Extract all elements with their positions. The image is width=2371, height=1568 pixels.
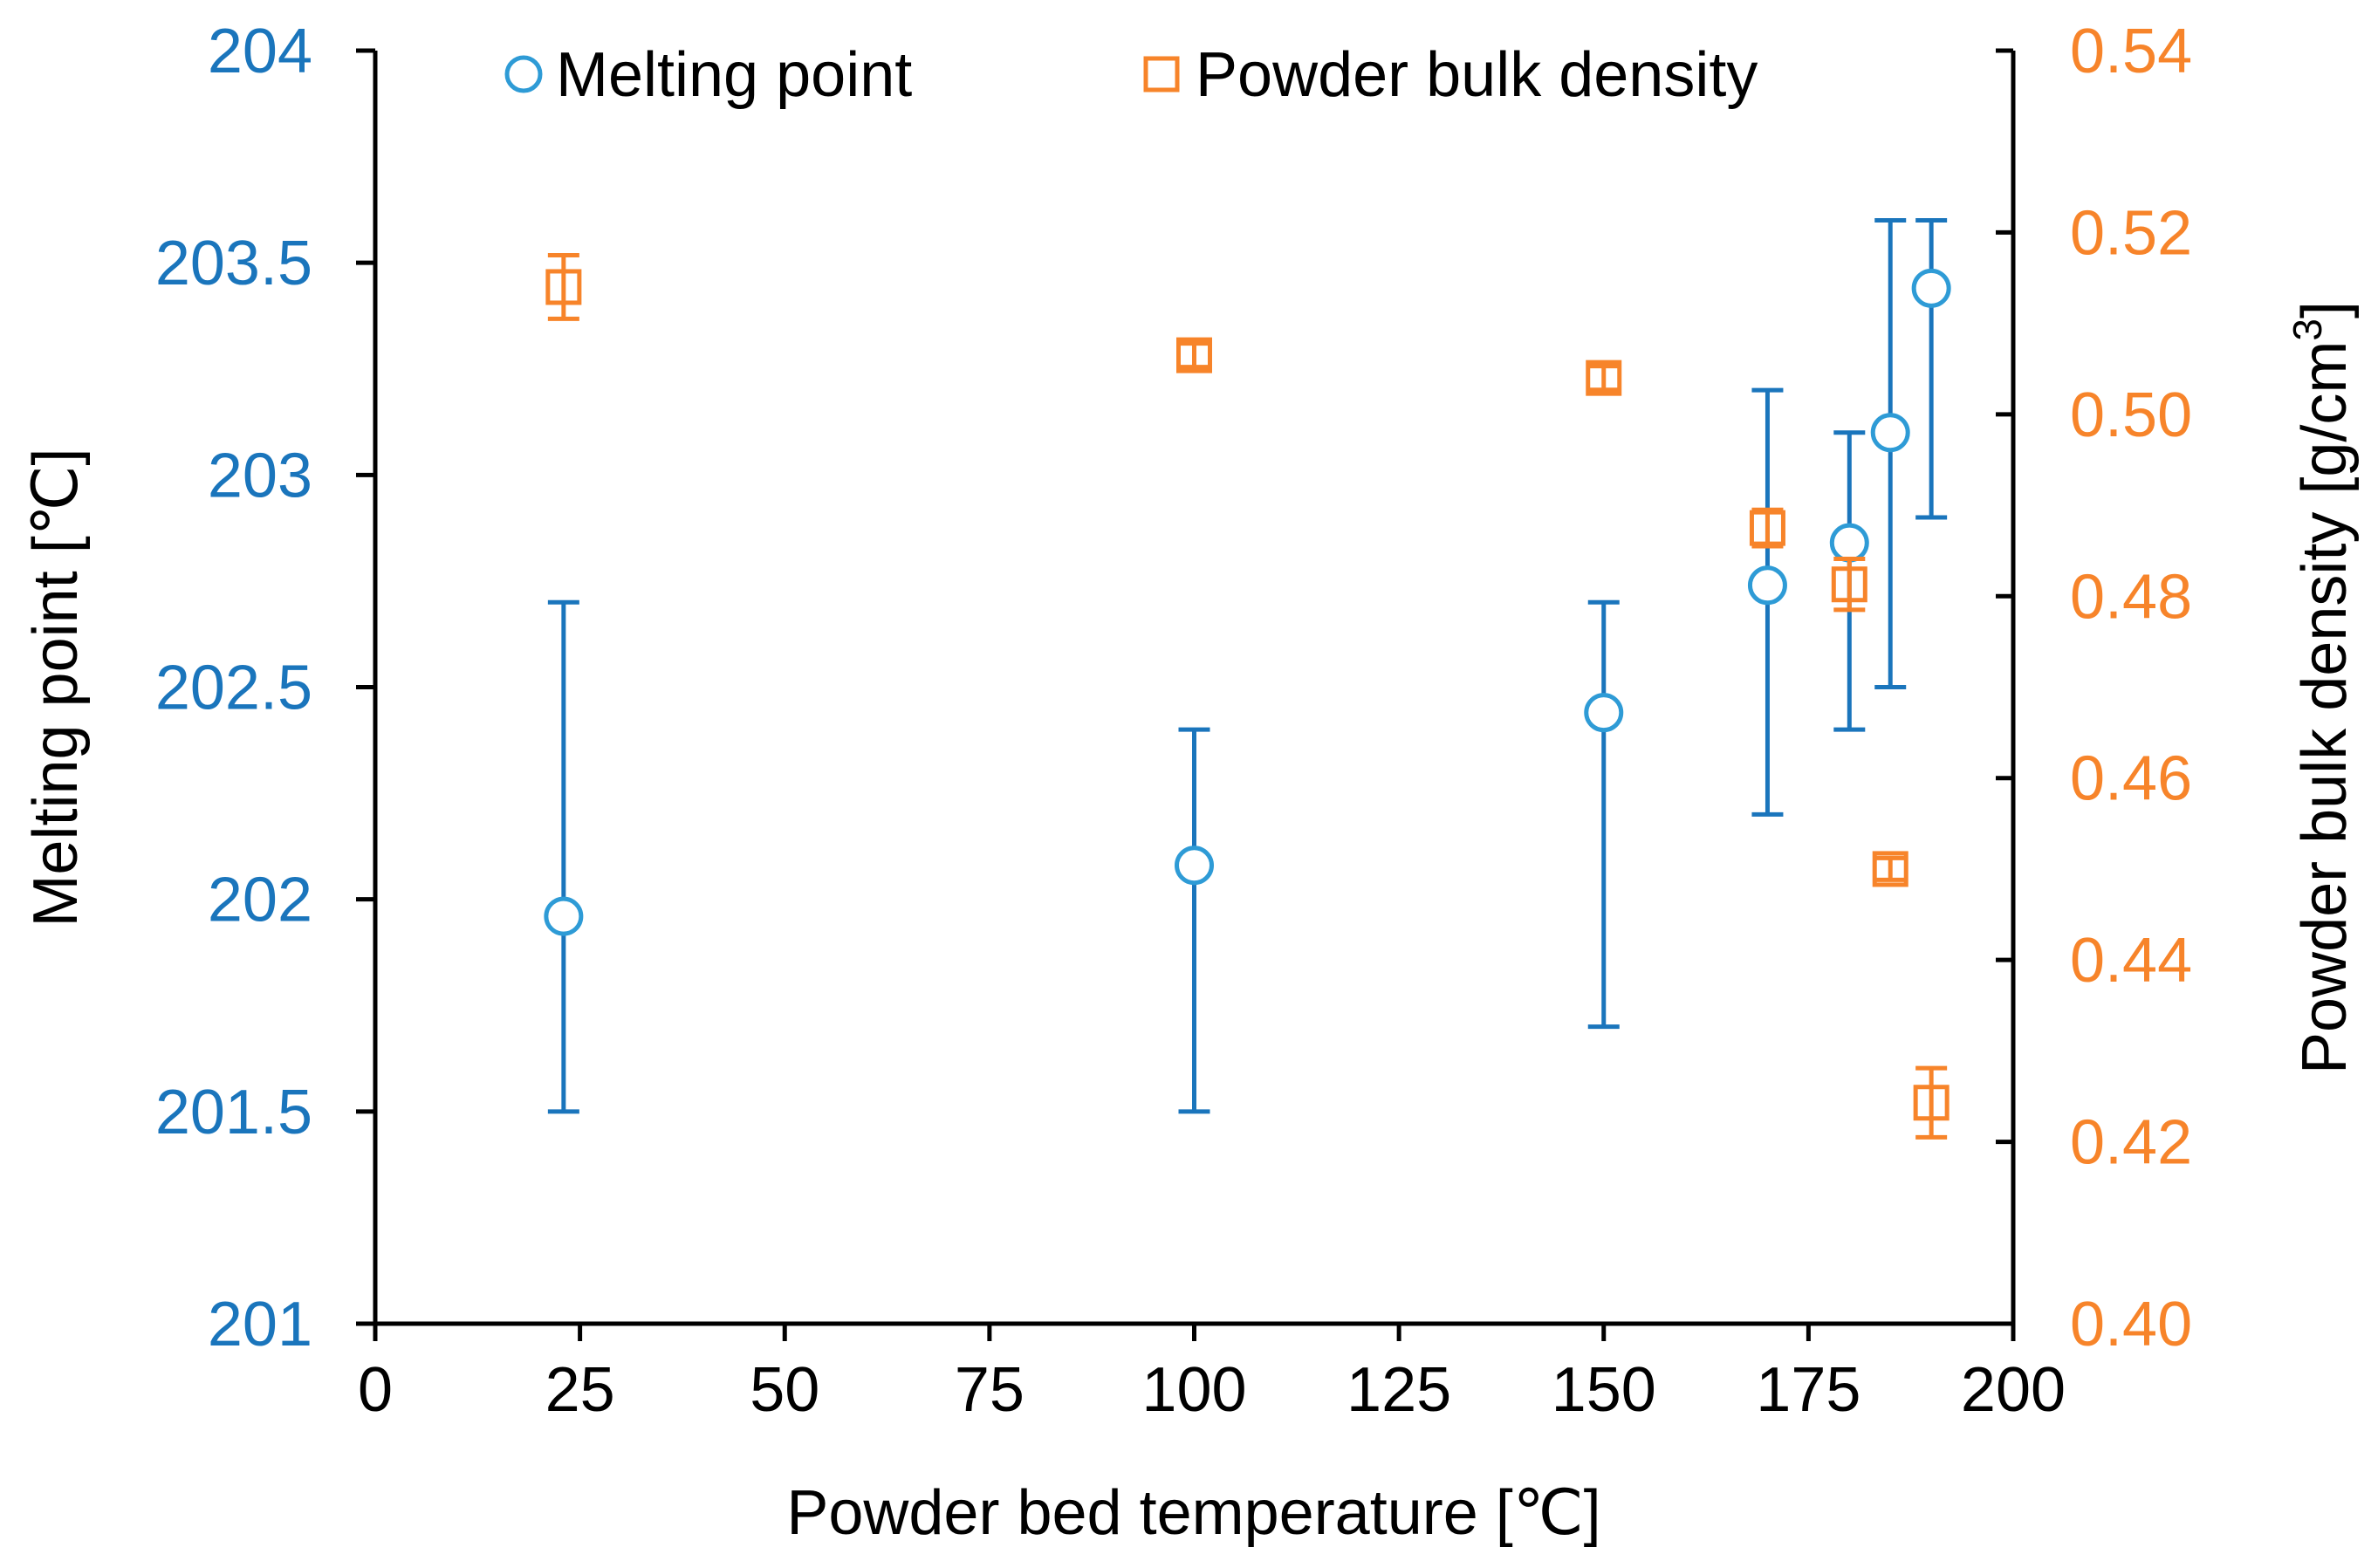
right-y-tick-label-0.42: 0.42 [2070, 1108, 2192, 1178]
left-y-tick-label-202: 202 [208, 866, 312, 935]
right-y-axis-title: Powder bulk density [g/cm3] [2285, 301, 2360, 1074]
legend-melting-point-marker [504, 55, 543, 93]
x-tick-label-150: 150 [1552, 1355, 1656, 1425]
melting-point-point-180 [1829, 523, 1869, 563]
x-tick-label-75: 75 [955, 1355, 1024, 1425]
melting-point-series [544, 218, 1951, 1114]
melting-point-point-23 [544, 896, 584, 936]
right-y-axis-title-superscript: 3 [2285, 318, 2330, 341]
powder-bulk-density-series [545, 252, 1950, 1140]
right-y-axis-title-main: Powder bulk density [g/cm [2290, 341, 2360, 1074]
legend: Melting point Powder bulk density [504, 40, 1758, 110]
right-y-axis-title-end: ] [2290, 301, 2360, 318]
legend-melting-point-label: Melting point [556, 40, 912, 110]
powder-bulk-density-point-100 [1176, 337, 1212, 373]
left-y-tick-label-204: 204 [208, 17, 312, 86]
x-tick-label-100: 100 [1141, 1355, 1246, 1425]
left-y-axis-title: Melting point [℃] [21, 448, 91, 927]
melting-point-point-185 [1870, 413, 1910, 453]
x-axis-ticks: 0 25 50 75 100 125 150 175 200 [358, 1324, 2066, 1425]
melting-point-point-150 [1584, 693, 1624, 733]
melting-point-point-100 [1175, 846, 1214, 886]
left-y-tick-label-201.5: 201.5 [155, 1078, 312, 1147]
right-y-axis-ticks: 0.40 0.42 0.44 0.46 0.48 0.50 0.52 0.54 [1996, 17, 2192, 1359]
right-y-tick-label-0.48: 0.48 [2070, 562, 2192, 632]
powder-bulk-density-point-150 [1586, 359, 1622, 396]
left-y-tick-label-201: 201 [208, 1290, 312, 1359]
left-y-tick-label-202.5: 202.5 [155, 654, 312, 723]
legend-powder-bulk-density-marker [1143, 56, 1180, 92]
x-tick-label-50: 50 [750, 1355, 819, 1425]
x-tick-label-125: 125 [1347, 1355, 1451, 1425]
x-axis-title: Powder bed temperature [℃] [786, 1478, 1600, 1548]
right-y-tick-label-0.44: 0.44 [2070, 926, 2192, 996]
legend-powder-bulk-density-label: Powder bulk density [1196, 40, 1758, 110]
left-y-tick-label-203.5: 203.5 [155, 229, 312, 298]
melting-point-point-170 [1747, 565, 1787, 606]
powder-bulk-density-point-185 [1872, 851, 1908, 887]
right-y-tick-label-0.52: 0.52 [2070, 198, 2192, 268]
melting-point-point-190 [1911, 268, 1951, 308]
x-tick-label-25: 25 [545, 1355, 615, 1425]
left-y-axis-ticks: 201 201.5 202 202.5 203 203.5 204 [155, 17, 375, 1359]
x-tick-label-175: 175 [1756, 1355, 1860, 1425]
right-y-tick-label-0.40: 0.40 [2070, 1290, 2192, 1359]
left-y-tick-label-203: 203 [208, 441, 312, 510]
right-y-tick-label-0.54: 0.54 [2070, 17, 2192, 86]
right-y-tick-label-0.50: 0.50 [2070, 380, 2192, 450]
right-y-tick-label-0.46: 0.46 [2070, 744, 2192, 814]
x-tick-label-0: 0 [358, 1355, 393, 1425]
x-tick-label-200: 200 [1961, 1355, 2066, 1425]
